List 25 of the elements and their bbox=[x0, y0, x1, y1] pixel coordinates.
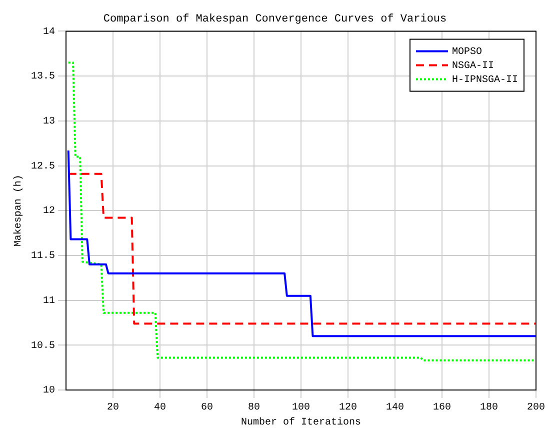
y-tick-label: 14 bbox=[42, 26, 56, 38]
chart-title: Comparison of Makespan Convergence Curves of Various bbox=[103, 14, 447, 26]
y-tick-label: 11.5 bbox=[30, 251, 56, 262]
y-tick-label: 10 bbox=[42, 386, 56, 397]
y-tick-label: 12 bbox=[42, 206, 56, 218]
x-tick-label: 140 bbox=[386, 402, 404, 414]
legend-label: NSGA-II bbox=[452, 60, 494, 72]
x-tick-label: 180 bbox=[480, 402, 498, 414]
y-tick-label: 11 bbox=[42, 296, 56, 307]
x-tick-label: 60 bbox=[200, 402, 214, 414]
x-tick-label: 40 bbox=[154, 402, 166, 414]
legend-label: MOPSO bbox=[452, 46, 482, 58]
x-tick-label: 100 bbox=[292, 402, 310, 414]
x-tick-label: 200 bbox=[526, 402, 546, 414]
x-tick-label: 80 bbox=[248, 402, 260, 414]
x-tick-label: 20 bbox=[106, 402, 120, 414]
y-tick-label: 12.5 bbox=[30, 161, 56, 172]
x-tick-label: 160 bbox=[432, 402, 452, 414]
legend-label: H-IPNSGA-II bbox=[452, 74, 518, 86]
y-tick-label: 10.5 bbox=[30, 340, 56, 352]
y-tick-label: 13 bbox=[42, 116, 56, 128]
x-axis-title: Number of Iterations bbox=[240, 416, 362, 429]
x-tick-label: 120 bbox=[338, 402, 358, 414]
y-axis-title: Makespan (h) bbox=[12, 174, 25, 247]
y-tick-label: 13.5 bbox=[30, 72, 56, 83]
